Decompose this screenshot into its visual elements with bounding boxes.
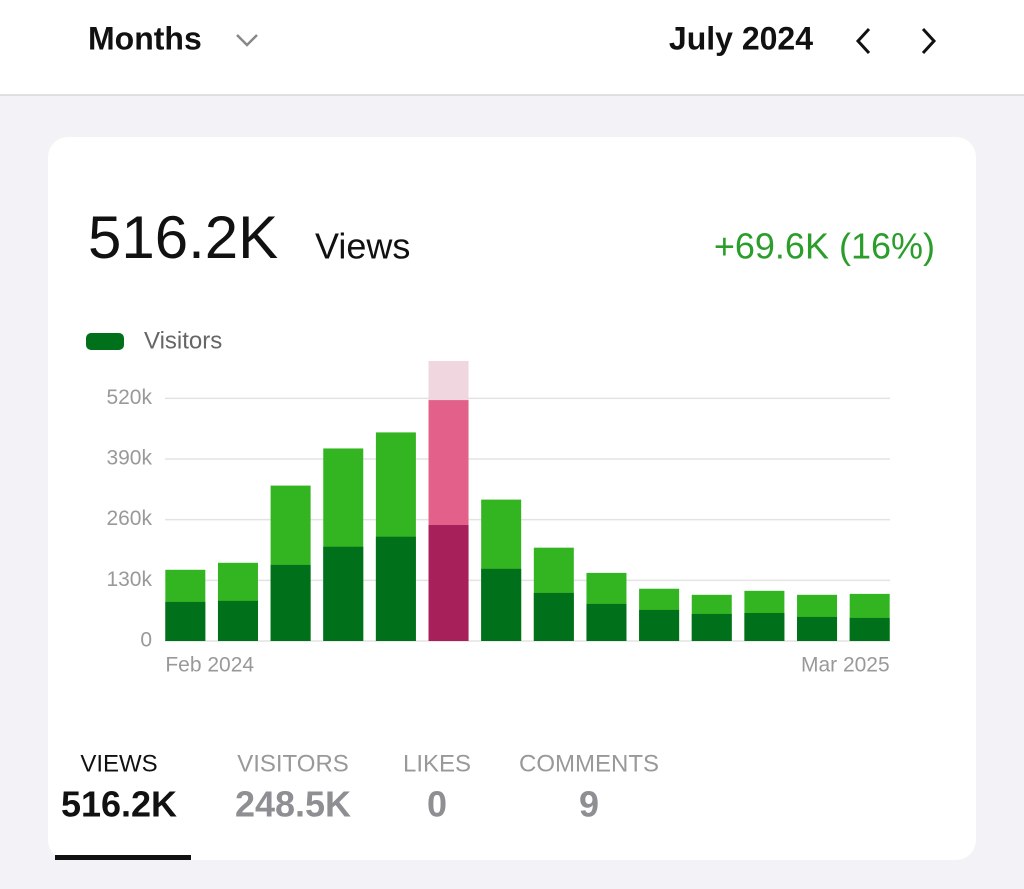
tab-value[interactable]: 9 — [579, 784, 599, 825]
bar[interactable] — [165, 601, 206, 641]
bar[interactable] — [323, 546, 364, 641]
bar[interactable] — [428, 525, 469, 641]
chart: 0 130k 260k 390k 520k Visitors Feb 2024 Mar 202… — [86, 327, 890, 677]
bar[interactable] — [270, 564, 311, 641]
next-button[interactable] — [921, 27, 937, 55]
bar[interactable] — [375, 536, 416, 641]
y-tick-label: 130k — [106, 568, 152, 591]
top-bar — [0, 0, 1024, 95]
bar[interactable] — [849, 617, 890, 641]
bar[interactable] — [217, 600, 258, 641]
card — [48, 137, 976, 860]
legend-label: Visitors — [144, 327, 222, 354]
period-selector[interactable]: Months — [88, 20, 202, 56]
x-tick-label: Mar 2025 — [801, 654, 890, 677]
date-label: July 2024 — [669, 20, 813, 56]
tab-label[interactable]: COMMENTS — [519, 750, 659, 777]
bar[interactable] — [744, 613, 785, 641]
total-unit: Views — [315, 226, 410, 267]
y-tick-label: 520k — [106, 386, 152, 409]
prev-button[interactable] — [855, 27, 871, 55]
tabs: VIEWS 516.2K VISITORS 248.5K LIKES 0 COMMENTS 9 — [61, 750, 659, 824]
tab-value[interactable]: 516.2K — [61, 784, 177, 825]
change: +69.6K (16%) — [714, 226, 935, 267]
legend-swatch — [86, 333, 124, 350]
y-tick-label: 0 — [140, 629, 152, 652]
y-tick-label: 260k — [106, 507, 152, 530]
bar[interactable] — [586, 603, 627, 641]
bar[interactable] — [481, 568, 522, 641]
x-tick-label: Feb 2024 — [165, 654, 254, 677]
tab-value[interactable]: 0 — [427, 784, 447, 825]
bar[interactable] — [797, 616, 838, 641]
tab-label[interactable]: LIKES — [403, 750, 471, 777]
tab-label[interactable]: VISITORS — [237, 750, 349, 777]
y-tick-label: 390k — [106, 447, 152, 470]
total-views: 516.2K — [88, 204, 278, 271]
tab-underline — [55, 855, 191, 860]
tab-label[interactable]: VIEWS — [80, 750, 157, 777]
dropdown-chevron[interactable] — [236, 34, 258, 47]
bar[interactable] — [691, 613, 732, 641]
bar[interactable] — [533, 592, 574, 641]
tab-value[interactable]: 248.5K — [235, 784, 351, 825]
bar[interactable] — [639, 609, 680, 641]
